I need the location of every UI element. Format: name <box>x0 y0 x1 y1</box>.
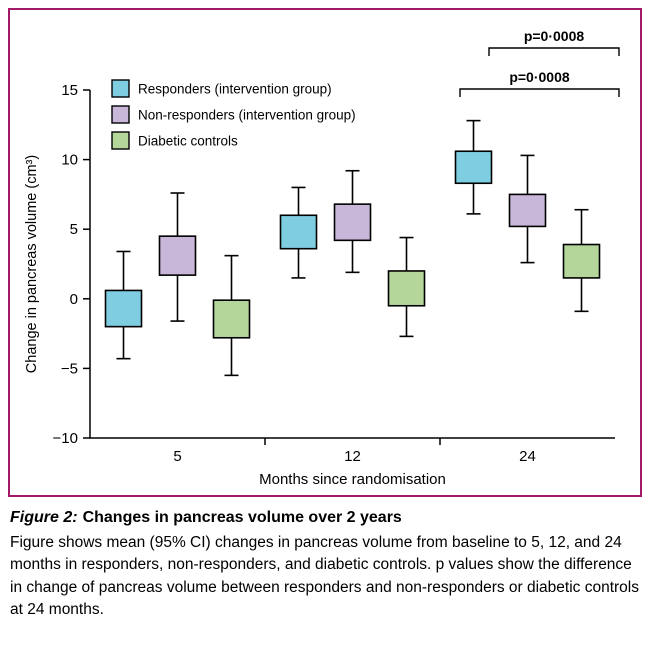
significance-bracket <box>459 88 620 97</box>
x-tick-label: 24 <box>519 448 536 465</box>
legend-entry-diabetic-controls: Diabetic controls <box>111 131 238 150</box>
figure-number-label: Figure 2: <box>10 509 78 526</box>
legend-label: Responders (intervention group) <box>138 82 332 97</box>
y-tick-label: 10 <box>61 152 78 169</box>
y-tick-label: 5 <box>70 221 78 238</box>
mean-box <box>562 243 601 279</box>
x-tick-label: 5 <box>173 448 181 465</box>
p-value-label: p=0·0008 <box>524 28 585 44</box>
legend-label: Non-responders (intervention group) <box>138 108 356 123</box>
mean-box <box>158 235 197 276</box>
y-tick-label: −10 <box>53 430 78 447</box>
box-plot-diabetic-controls-month-24 <box>562 208 601 313</box>
figure-caption-title: Figure 2: Changes in pancreas volume over… <box>10 509 642 527</box>
box-plot-diabetic-controls-month-5 <box>212 254 251 377</box>
figure-caption-body: Figure shows mean (95% CI) changes in pa… <box>10 534 639 619</box>
mean-box <box>454 150 493 185</box>
legend-entry-non-responders-intervention-group: Non-responders (intervention group) <box>111 105 356 124</box>
figure-caption: Figure 2: Changes in pancreas volume over… <box>10 509 642 622</box>
mean-box <box>387 270 426 307</box>
mean-box <box>104 289 143 328</box>
legend-entry-responders-intervention-group: Responders (intervention group) <box>111 79 332 98</box>
mean-box <box>333 203 372 242</box>
box-plot-non-responders-intervention-group-month-12 <box>333 169 372 274</box>
x-tick-label: 12 <box>344 448 361 465</box>
figure-page: 15 10 5 0 −5 −10 5 12 24 Months since randomisati… <box>0 8 650 622</box>
y-axis-title: Change in pancreas volume (cm³) <box>24 155 40 373</box>
box-plot-responders-intervention-group-month-12 <box>279 186 318 279</box>
chart-panel: 15 10 5 0 −5 −10 5 12 24 Months since randomisati… <box>8 8 642 497</box>
y-tick-label: 0 <box>70 291 78 308</box>
mean-box <box>212 299 251 339</box>
box-plot-non-responders-intervention-group-month-5 <box>158 192 197 322</box>
box-plot-responders-intervention-group-month-24 <box>454 119 493 215</box>
figure-title-text: Changes in pancreas volume over 2 years <box>82 509 402 526</box>
box-plot-non-responders-intervention-group-month-24 <box>508 154 547 264</box>
legend-label: Diabetic controls <box>138 134 238 149</box>
y-tick-label: −5 <box>61 360 78 377</box>
legend-swatch <box>111 105 130 124</box>
mean-box <box>279 214 318 250</box>
x-axis-title: Months since randomisation <box>259 471 446 488</box>
p-value-label: p=0·0008 <box>509 69 570 85</box>
box-plot-diabetic-controls-month-12 <box>387 236 426 338</box>
box-plot-responders-intervention-group-month-5 <box>104 250 143 360</box>
mean-box <box>508 193 547 228</box>
significance-bracket <box>488 47 620 56</box>
legend-swatch <box>111 131 130 150</box>
legend-swatch <box>111 79 130 98</box>
pancreas-volume-chart: 15 10 5 0 −5 −10 5 12 24 Months since randomisati… <box>24 28 620 488</box>
y-tick-label: 15 <box>61 82 78 99</box>
